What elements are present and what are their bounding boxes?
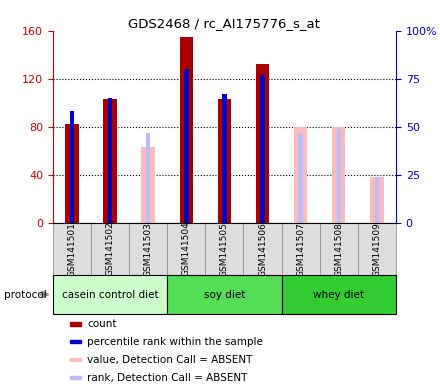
Bar (146, 132, 150, 223)
Bar (243, 223, 282, 275)
Bar (294, 127, 307, 223)
Bar (70, 358, 81, 361)
Bar (91, 223, 129, 275)
Bar (282, 275, 396, 314)
Bar (70, 111, 74, 223)
Text: GSM141506: GSM141506 (258, 222, 267, 276)
Bar (256, 65, 269, 223)
Bar (129, 223, 167, 275)
Bar (218, 99, 231, 223)
Text: value, Detection Call = ABSENT: value, Detection Call = ABSENT (87, 354, 253, 364)
Text: count: count (87, 319, 117, 329)
Bar (370, 177, 384, 223)
Bar (332, 127, 345, 223)
Bar (70, 322, 81, 326)
Text: GSM141507: GSM141507 (296, 222, 305, 276)
Bar (320, 223, 358, 275)
Bar (222, 94, 227, 223)
Text: GSM141501: GSM141501 (67, 222, 77, 276)
Text: GSM141504: GSM141504 (182, 222, 191, 276)
Bar (53, 223, 91, 275)
Text: rank, Detection Call = ABSENT: rank, Detection Call = ABSENT (87, 372, 247, 382)
Text: GSM141509: GSM141509 (372, 222, 381, 276)
Bar (103, 99, 117, 223)
Text: GSM141502: GSM141502 (106, 222, 114, 276)
Bar (167, 275, 282, 314)
Bar (142, 147, 155, 223)
Bar (70, 340, 81, 343)
Bar (180, 37, 193, 223)
Text: GSM141503: GSM141503 (143, 222, 153, 276)
Bar (374, 177, 379, 223)
Text: whey diet: whey diet (313, 290, 364, 300)
Bar (358, 223, 396, 275)
Bar (65, 124, 78, 223)
Text: GSM141508: GSM141508 (334, 222, 343, 276)
Bar (298, 132, 303, 223)
Bar (70, 376, 81, 379)
Bar (282, 223, 320, 275)
Text: protocol: protocol (4, 290, 47, 300)
Bar (260, 75, 265, 223)
Bar (108, 98, 112, 223)
Text: casein control diet: casein control diet (62, 290, 158, 300)
Bar (167, 223, 205, 275)
Title: GDS2468 / rc_AI175776_s_at: GDS2468 / rc_AI175776_s_at (128, 17, 320, 30)
Text: percentile rank within the sample: percentile rank within the sample (87, 337, 263, 347)
Bar (53, 275, 167, 314)
Bar (337, 129, 341, 223)
Bar (205, 223, 243, 275)
Bar (184, 69, 189, 223)
Text: GSM141505: GSM141505 (220, 222, 229, 276)
Text: soy diet: soy diet (204, 290, 245, 300)
